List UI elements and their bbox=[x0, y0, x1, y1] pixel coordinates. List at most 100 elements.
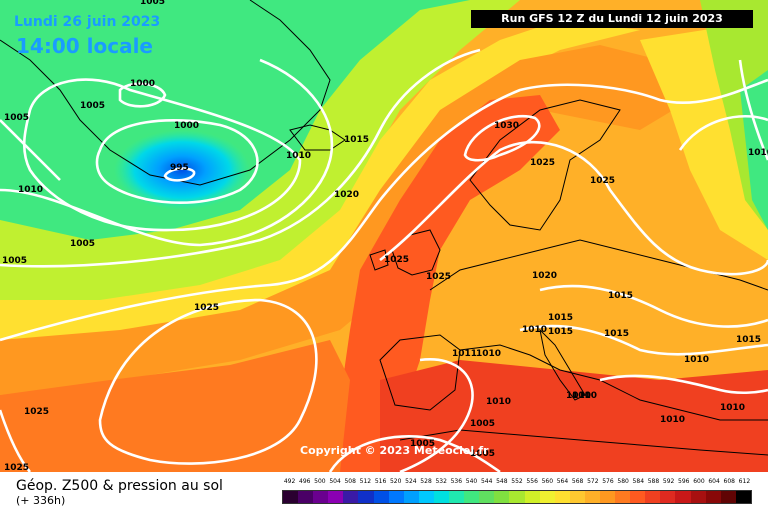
isobar-1005-south bbox=[328, 434, 501, 472]
scale-cell bbox=[479, 491, 495, 503]
pressure-label: 1020 bbox=[532, 271, 557, 281]
pressure-label: 1025 bbox=[24, 407, 49, 417]
isobar-1010-south bbox=[399, 358, 474, 472]
scale-cell bbox=[705, 491, 721, 503]
pressure-label: 1025 bbox=[4, 463, 29, 472]
scale-cell bbox=[358, 491, 374, 503]
scale-cell bbox=[313, 491, 329, 503]
pressure-label: 1000 bbox=[174, 121, 199, 131]
pressure-label: 1025 bbox=[426, 272, 451, 282]
scale-label: 600 bbox=[693, 478, 705, 485]
british-isles-coast bbox=[369, 229, 441, 276]
pressure-label: 1005 bbox=[80, 101, 105, 111]
pressure-label: 1010 bbox=[486, 397, 511, 407]
isobar-1005-west bbox=[0, 409, 31, 472]
pressure-label: 1015 bbox=[548, 327, 573, 337]
isobar-1030 bbox=[463, 115, 541, 162]
pressure-label: 1010 bbox=[572, 391, 597, 401]
field-ridge-core bbox=[330, 95, 560, 472]
pressure-label: 1005 bbox=[70, 239, 95, 249]
isobar-1015-east bbox=[519, 324, 768, 356]
pressure-label: 1010 bbox=[522, 325, 547, 335]
forecast-date: Lundi 26 juin 2023 bbox=[14, 14, 161, 30]
scale-cell bbox=[418, 491, 434, 503]
scale-cell bbox=[599, 491, 616, 503]
isobar-1010 bbox=[0, 58, 334, 247]
iceland-coast bbox=[289, 124, 346, 151]
scale-cell bbox=[509, 491, 525, 503]
pressure-label: 1000 bbox=[130, 79, 155, 89]
lead-time: (+ 336h) bbox=[16, 494, 66, 507]
pressure-label: 1025 bbox=[530, 158, 555, 168]
pressure-label: 1005 bbox=[2, 256, 27, 266]
scale-cell bbox=[569, 491, 585, 503]
isobar-1020 bbox=[0, 78, 768, 342]
pressure-label: 1010 bbox=[748, 148, 768, 158]
scale-cell bbox=[615, 491, 631, 503]
scandinavia-coast bbox=[469, 99, 621, 231]
pressure-label: 1010 bbox=[720, 403, 745, 413]
pressure-label: 1010 bbox=[566, 391, 591, 401]
pressure-label: 1005 bbox=[4, 113, 29, 123]
scale-cell bbox=[343, 491, 359, 503]
scale-label: 604 bbox=[708, 478, 720, 485]
scale-cell bbox=[403, 491, 419, 503]
scale-label: 576 bbox=[602, 478, 614, 485]
pressure-label: 1025 bbox=[194, 303, 219, 313]
scale-label: 564 bbox=[556, 478, 569, 485]
scale-cell bbox=[433, 491, 450, 503]
pressure-label: 1025 bbox=[384, 255, 409, 265]
scale-label: 572 bbox=[587, 478, 599, 485]
isobar-1020-east bbox=[539, 284, 768, 328]
scale-cell bbox=[660, 491, 676, 503]
pressure-label: 1030 bbox=[494, 121, 519, 131]
pressure-label: 1011 bbox=[452, 349, 477, 359]
scale-label: 592 bbox=[662, 478, 675, 485]
isobar-1000 bbox=[95, 119, 259, 205]
pressure-label: 1005 bbox=[140, 0, 165, 7]
pressure-label: 1010 bbox=[684, 355, 709, 365]
scale-cell bbox=[388, 491, 404, 503]
run-info-box: Run GFS 12 Z du Lundi 12 juin 2023 bbox=[471, 10, 753, 28]
scale-label: 512 bbox=[359, 478, 372, 485]
scale-label: 584 bbox=[632, 478, 645, 485]
field-south-red bbox=[380, 360, 768, 472]
field-southwest-red bbox=[0, 340, 350, 472]
scale-cell bbox=[524, 491, 540, 503]
color-scale-labels: 492 496 500 504 508 512 516 520 524 528 532 536 540 5… bbox=[282, 478, 752, 488]
pressure-label-group: 1005 1005 1000 1005 1000 995 1010 1015 1… bbox=[2, 0, 768, 472]
geopotential-pressure-map: 1005 1005 1000 1005 1000 995 1010 1015 1… bbox=[0, 0, 768, 472]
scale-label: 588 bbox=[647, 478, 660, 485]
scale-label: 496 bbox=[299, 478, 311, 485]
isobar-1025-east bbox=[678, 114, 768, 151]
isobars bbox=[0, 48, 768, 472]
scale-label: 596 bbox=[678, 478, 690, 485]
scale-cell bbox=[630, 491, 646, 503]
pressure-label: 1015 bbox=[344, 135, 369, 145]
pressure-label: 1005 bbox=[470, 419, 495, 429]
pressure-label: 1010 bbox=[660, 415, 685, 425]
continental-europe-coast bbox=[429, 239, 768, 291]
field-northeast-green bbox=[740, 70, 768, 230]
scale-cell bbox=[735, 491, 751, 503]
scale-label: 568 bbox=[571, 478, 584, 485]
scale-cell bbox=[645, 491, 661, 503]
isobar-1010-west bbox=[0, 119, 61, 181]
low-center-field bbox=[114, 130, 250, 210]
scale-cell bbox=[298, 491, 314, 503]
scale-cell bbox=[690, 491, 706, 503]
pressure-label: 1005 bbox=[410, 439, 435, 449]
scale-label: 524 bbox=[405, 478, 417, 485]
scale-label: 516 bbox=[374, 478, 387, 485]
copyright-text: Copyright © 2023 Meteociel.fr bbox=[300, 444, 489, 457]
isobar-1025-west bbox=[98, 298, 318, 465]
isobar-995 bbox=[163, 167, 196, 182]
isobar-1010-east bbox=[599, 374, 768, 395]
scale-cell bbox=[464, 491, 480, 503]
greenland-coast bbox=[0, 0, 331, 186]
pressure-label: 995 bbox=[170, 163, 189, 173]
isobar-1025-ridge bbox=[379, 140, 768, 276]
scale-cell bbox=[539, 491, 555, 503]
scale-cell bbox=[584, 491, 600, 503]
